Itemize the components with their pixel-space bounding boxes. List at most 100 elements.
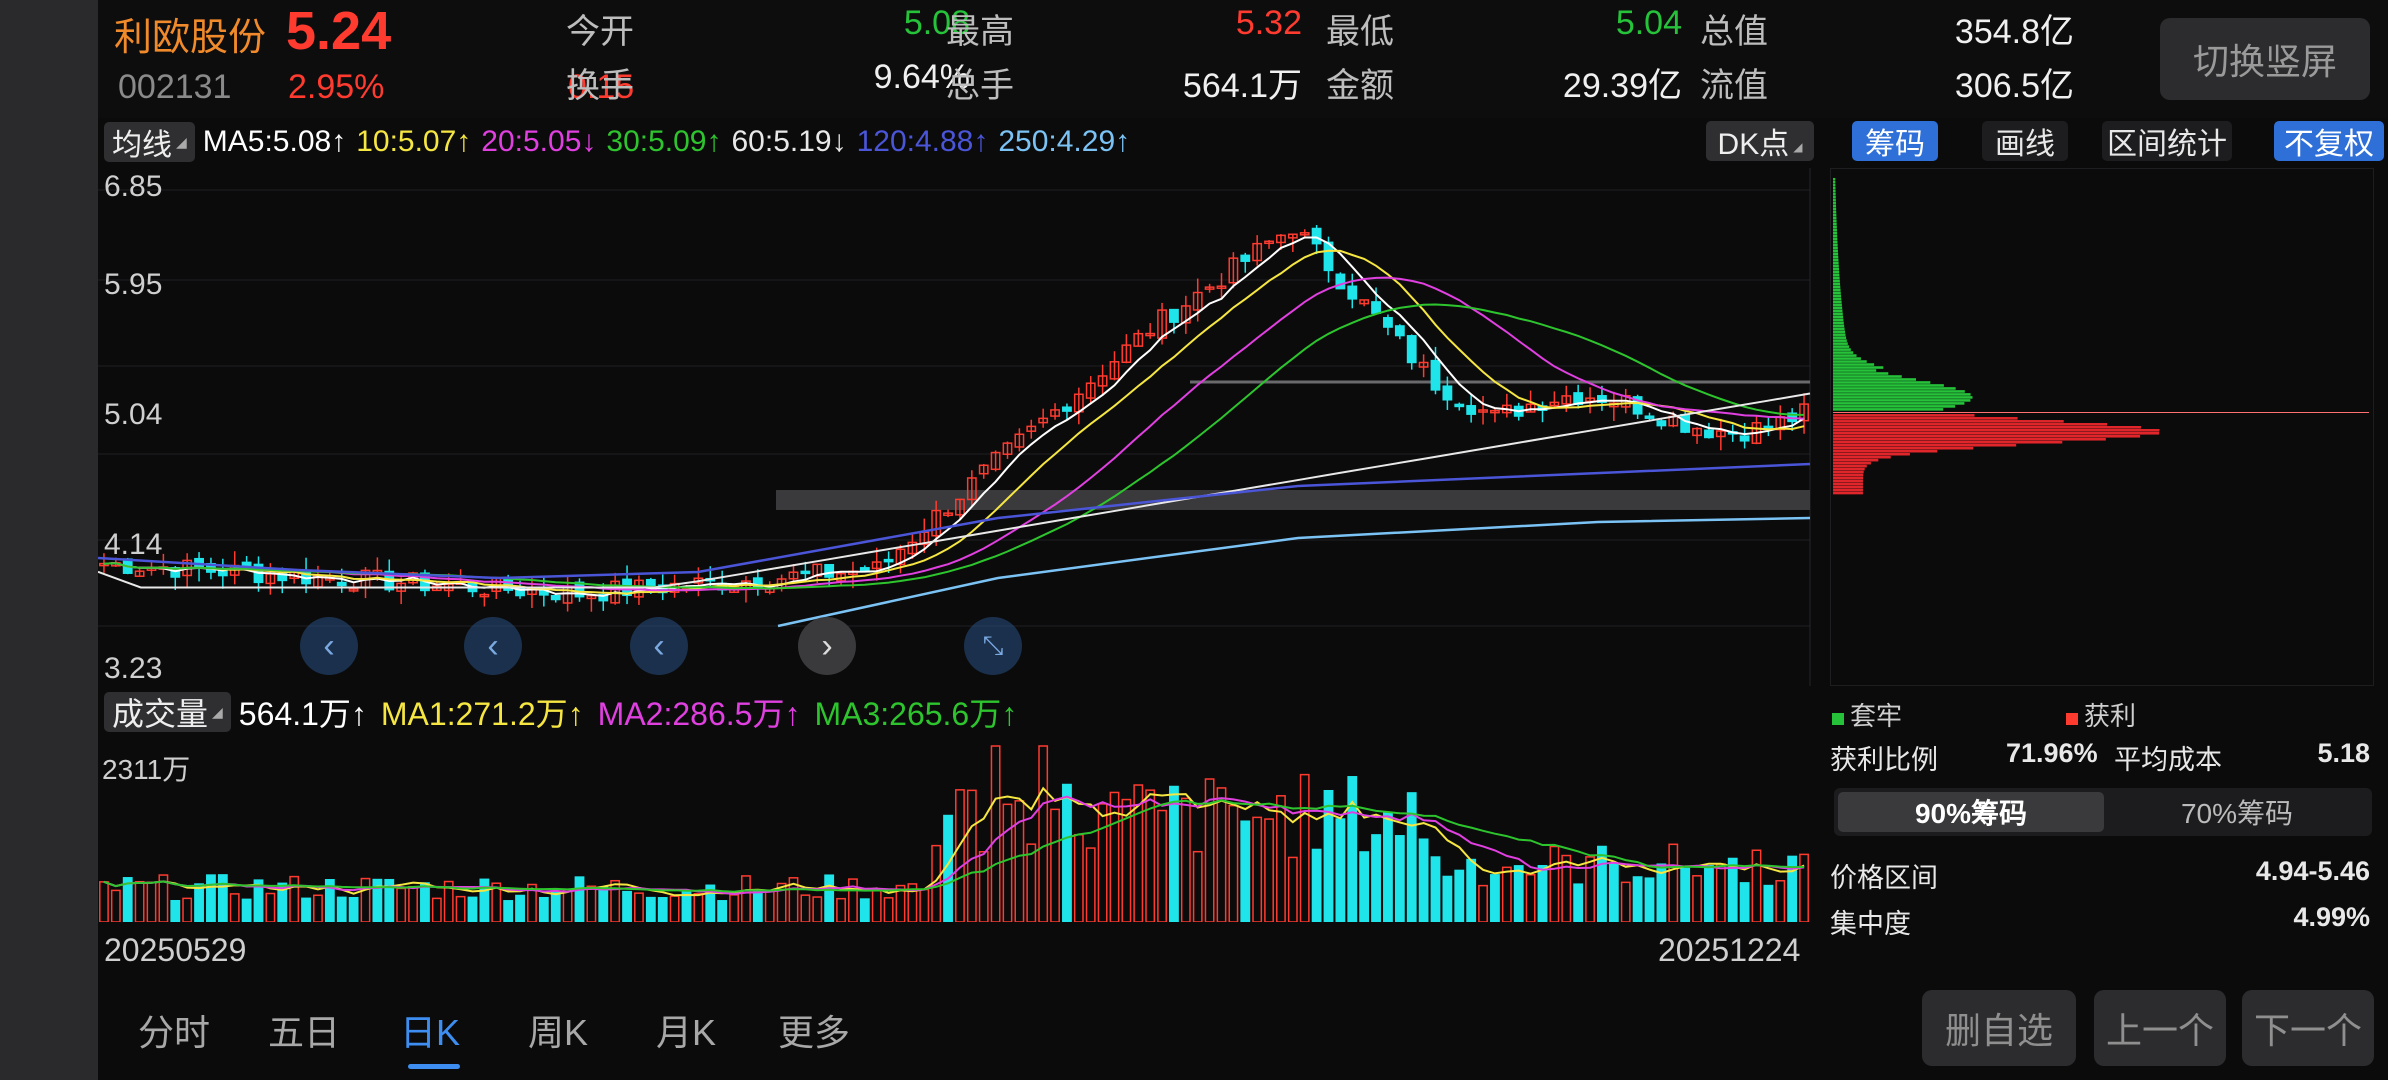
quote-field-value: 29.39亿 [1562, 67, 1682, 105]
quote-field: 金额 29.39亿 [1326, 58, 1682, 105]
range-label: 价格区间 [1830, 863, 1938, 893]
right-tabs: 筹码 画线 区间统计 不复权 [1836, 121, 2388, 163]
period-tab[interactable]: 更多 [778, 1012, 851, 1053]
quote-field-value: 5.04 [1615, 4, 1682, 42]
prev-stock-button[interactable]: 上一个 [2094, 990, 2226, 1066]
conc-value: 4.99% [2293, 902, 2370, 932]
stock-name: 利欧股份 [114, 17, 267, 59]
y-axis-label: 3.23 [104, 652, 163, 685]
dk-point-button[interactable]: DK点 ◢ [1706, 121, 1814, 161]
ma-legend-bar: 均线 ◢ MA5:5.08↑ 10:5.07↑ 20:5.05↓ 30:5.09↑ 60:… [98, 118, 1820, 166]
period-tab[interactable]: 日K [400, 1012, 461, 1053]
y-axis-label: 5.04 [104, 398, 163, 431]
conc-label: 集中度 [1830, 909, 1911, 939]
right-tab[interactable]: 不复权 [2274, 121, 2384, 161]
quote-field-label: 最高 [946, 13, 1014, 51]
volume-dropdown[interactable]: 成交量 ◢ [104, 692, 231, 732]
legend-profit: 获利 [2084, 701, 2137, 731]
dk-label: DK点 [1717, 128, 1790, 161]
ma-value: MA5:5.08↑ [202, 125, 347, 158]
ma-value: 10:5.07↑ [356, 125, 472, 158]
quote-field-label: 流值 [1700, 67, 1768, 105]
volume-legend-bar: 成交量 ◢ 564.1万↑ MA1:271.2万↑ MA2:286.5万↑ MA3:26… [98, 688, 1820, 736]
ma-value: 60:5.19↓ [731, 125, 847, 158]
quote-field: 最低 5.04 [1326, 4, 1682, 51]
quote-field-value: 354.8亿 [1954, 13, 2074, 51]
chevron-left-icon[interactable]: ‹ [630, 617, 688, 675]
left-edge [0, 0, 98, 1080]
volume-max-label: 2311万 [102, 754, 191, 785]
y-axis-label: 4.14 [104, 528, 163, 561]
ma-dropdown[interactable]: 均线 ◢ [104, 122, 195, 162]
period-tab[interactable]: 分时 [138, 1012, 211, 1053]
scroll-left-circle-icon[interactable]: ‹ [300, 617, 358, 675]
quote-field: 流值 306.5亿 [1700, 58, 2074, 105]
remove-watchlist-button[interactable]: 删自选 [1922, 990, 2076, 1066]
end-date: 20251224 [1658, 932, 1801, 968]
next-stock-button[interactable]: 下一个 [2242, 990, 2374, 1066]
y-axis-label: 5.95 [104, 268, 163, 301]
period-tab[interactable]: 五日 [268, 1012, 341, 1053]
profit-ratio-value: 71.96% [2006, 738, 2098, 768]
stock-code: 002131 [118, 68, 232, 106]
chip-percent-toggle: 90%筹码 70%筹码 [1834, 788, 2372, 836]
switch-portrait-button[interactable]: 切换竖屏 [2160, 18, 2370, 100]
volume-ma-value: MA2:286.5万↑ [597, 696, 801, 732]
quote-field: 总值 354.8亿 [1700, 4, 2074, 51]
quote-field-value: 5.32 [1235, 4, 1302, 42]
quote-field-value: 5.08 [903, 4, 970, 42]
quote-field: 总手 564.1万 [946, 58, 1302, 105]
chevron-down-icon: ◢ [176, 133, 187, 150]
volume-ma-value: 564.1万↑ [238, 696, 367, 732]
volume-dropdown-label: 成交量 [112, 696, 209, 732]
period-tab[interactable]: 月K [656, 1012, 717, 1053]
ma-value: 20:5.05↓ [481, 125, 597, 158]
start-date: 20250529 [104, 932, 247, 968]
quote-field-label: 总手 [946, 67, 1014, 105]
right-tab[interactable]: 区间统计 [2102, 121, 2232, 161]
profit-ratio-label: 获利比例 [1830, 745, 1938, 775]
quote-field: 换手 9.64% [566, 58, 970, 105]
volume-ma-value: MA1:271.2万↑ [380, 696, 584, 732]
prev-bar-icon[interactable]: ‹ [464, 617, 522, 675]
change-amount: 0.15 [568, 68, 635, 106]
quote-field-label: 金额 [1326, 67, 1394, 105]
candles [99, 225, 1809, 612]
quote-field: 最高 5.32 [946, 4, 1302, 51]
range-value: 4.94-5.46 [2255, 856, 2370, 886]
avg-cost-label: 平均成本 [2114, 745, 2222, 775]
ma-value: 120:4.88↑ [856, 125, 989, 158]
ma-dropdown-label: 均线 [112, 129, 172, 162]
last-price: 5.24 [286, 1, 392, 61]
change-percent: 2.95% [288, 68, 385, 106]
profit-swatch [2066, 713, 2078, 725]
volume-ma-value: MA3:265.6万↑ [814, 696, 1018, 732]
ma-value: 30:5.09↑ [606, 125, 722, 158]
chevron-down-icon: ◢ [1793, 140, 1803, 154]
chevron-down-icon: ◢ [212, 703, 223, 720]
quote-field: 今开 5.08 [566, 4, 970, 51]
quote-header: 利欧股份 5.24 002131 2.95% 0.15 今开 5.08 最高 5.32… [98, 0, 2388, 118]
quote-field-value: 306.5亿 [1954, 67, 2074, 105]
seg-70[interactable]: 70%筹码 [2180, 798, 2294, 829]
ma-value: 250:4.29↑ [998, 125, 1131, 158]
period-tab[interactable]: 周K [528, 1012, 589, 1053]
quote-field-label: 总值 [1700, 13, 1768, 51]
chevron-right-icon[interactable]: › [798, 617, 856, 675]
legend-trapped: 套牢 [1850, 701, 1903, 731]
kline-chart[interactable] [98, 168, 1816, 686]
avg-cost-value: 5.18 [2317, 738, 2370, 768]
bottom-bar: 分时 五日 日K 周K 月K 更多 删自选 上一个 下一个 [98, 960, 2388, 1080]
quote-field-label: 最低 [1326, 13, 1394, 51]
quote-field-label: 今开 [566, 13, 634, 51]
quote-field-value: 564.1万 [1182, 67, 1302, 105]
chip-distribution-chart [1830, 168, 2374, 686]
right-tab[interactable]: 画线 [1982, 121, 2068, 161]
trapped-swatch [1832, 713, 1844, 725]
zoom-in-icon[interactable]: ⤡ [964, 617, 1022, 675]
right-tab[interactable]: 筹码 [1852, 121, 1938, 161]
volume-chart[interactable] [98, 738, 1816, 922]
y-axis-label: 6.85 [104, 170, 163, 203]
seg-90[interactable]: 90%筹码 [1838, 792, 2104, 832]
